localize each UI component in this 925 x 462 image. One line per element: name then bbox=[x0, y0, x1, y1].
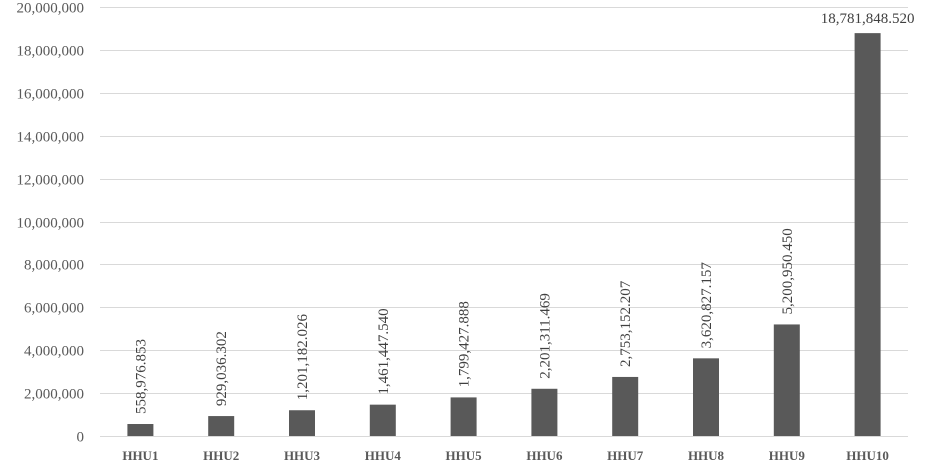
bar bbox=[612, 376, 639, 436]
data-label: 1,799,427.888 bbox=[457, 301, 473, 387]
data-label: 929,036.302 bbox=[214, 331, 230, 406]
data-label: 558,976.853 bbox=[133, 339, 149, 414]
data-label: 2,201,311.469 bbox=[537, 293, 553, 379]
x-axis-ticks: HHU1 HHU2 HHU3 HHU4 HHU5 HHU6 HHU7 HHU8 HHU9 HHU1… bbox=[122, 448, 889, 462]
y-tick-label: 2,000,000 bbox=[24, 387, 84, 403]
x-tick-label: HHU7 bbox=[607, 448, 644, 462]
y-tick-label: 18,000,000 bbox=[17, 44, 85, 60]
x-tick-label: HHU2 bbox=[203, 448, 239, 462]
data-label: 1,201,182.026 bbox=[295, 313, 311, 400]
y-tick-label: 20,000,000 bbox=[17, 1, 85, 17]
data-label: 5,200,950.450 bbox=[780, 228, 796, 314]
bar bbox=[369, 404, 396, 436]
x-tick-label: HHU3 bbox=[284, 448, 321, 462]
data-label: 1,461,447.540 bbox=[376, 308, 392, 394]
y-tick-label: 14,000,000 bbox=[17, 130, 85, 146]
x-tick-label: HHU8 bbox=[688, 448, 725, 462]
data-label: 18,781,848.520 bbox=[821, 11, 915, 27]
x-tick-label: HHU5 bbox=[446, 448, 483, 462]
bars bbox=[127, 33, 881, 437]
y-tick-label: 10,000,000 bbox=[17, 216, 85, 232]
x-tick-label: HHU6 bbox=[526, 448, 563, 462]
x-tick-label: HHU1 bbox=[122, 448, 158, 462]
y-tick-label: 12,000,000 bbox=[17, 173, 85, 189]
data-label: 3,620,827.157 bbox=[699, 262, 715, 349]
y-tick-label: 8,000,000 bbox=[24, 258, 84, 274]
y-tick-label: 0 bbox=[77, 430, 85, 446]
y-axis-ticks: 0 2,000,000 4,000,000 6,000,000 8,000,000 10,… bbox=[17, 1, 85, 446]
bar bbox=[450, 397, 477, 436]
bar bbox=[773, 324, 800, 436]
bar bbox=[289, 410, 315, 436]
data-label: 2,753,152.207 bbox=[618, 280, 634, 367]
y-tick-label: 16,000,000 bbox=[17, 87, 85, 103]
x-tick-label: HHU10 bbox=[846, 448, 889, 462]
data-labels: 558,976.853 929,036.302 1,201,182.026 1,461… bbox=[133, 11, 914, 414]
y-tick-label: 6,000,000 bbox=[24, 301, 84, 317]
y-tick-label: 4,000,000 bbox=[24, 344, 84, 360]
bar bbox=[693, 358, 719, 436]
bar bbox=[208, 416, 235, 436]
gridlines bbox=[100, 7, 908, 437]
bar bbox=[531, 388, 558, 436]
x-tick-label: HHU4 bbox=[365, 448, 402, 462]
x-tick-label: HHU9 bbox=[769, 448, 806, 462]
bar bbox=[127, 424, 154, 436]
bar bbox=[854, 33, 881, 437]
